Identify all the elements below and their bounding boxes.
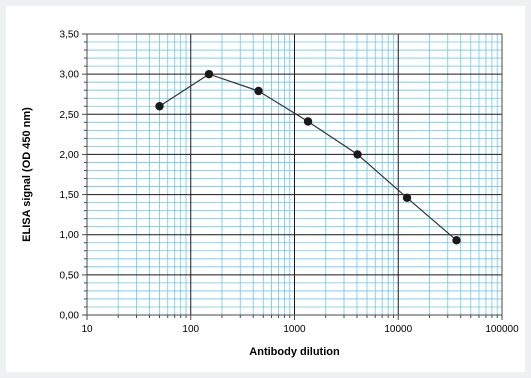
y-tick-label: 3,50 <box>60 30 80 41</box>
x-tick-label: 100 <box>182 324 199 335</box>
y-tick-label: 1,50 <box>60 190 80 201</box>
series-line <box>159 73 457 241</box>
data-point <box>254 86 263 96</box>
y-tick-label: 0,00 <box>60 311 80 322</box>
x-tick-label: 1000 <box>283 324 306 335</box>
x-axis-title: Antibody dilution <box>249 346 340 358</box>
data-point <box>155 102 164 111</box>
data-point <box>204 69 214 79</box>
y-axis-title: ELISA signal (OD 450 nm) <box>21 107 33 242</box>
y-tick-label: 0,50 <box>60 270 80 281</box>
y-tick-label: 2,00 <box>60 150 80 161</box>
x-tick-label: 10 <box>81 324 93 335</box>
x-tick-label: 100000 <box>485 324 519 335</box>
axes: 0,00 0,50 1,00 1,50 2,00 2,50 3,00 3,50 10 100 100… <box>60 30 520 336</box>
y-tick-label: 3,00 <box>60 70 80 81</box>
y-tick-label: 2,50 <box>60 110 80 121</box>
chart-panel: 0,00 0,50 1,00 1,50 2,00 2,50 3,00 3,50 10 100 100… <box>6 6 525 372</box>
x-tick-label: 10000 <box>384 324 412 335</box>
data-point <box>353 150 362 159</box>
data-point <box>402 193 412 202</box>
y-tick-label: 1,00 <box>60 230 80 241</box>
data-point <box>452 236 461 245</box>
series-layer <box>155 69 461 245</box>
grid <box>87 34 502 315</box>
data-point <box>303 117 313 126</box>
elisa-chart: 0,00 0,50 1,00 1,50 2,00 2,50 3,00 3,50 10 100 100… <box>21 30 520 359</box>
